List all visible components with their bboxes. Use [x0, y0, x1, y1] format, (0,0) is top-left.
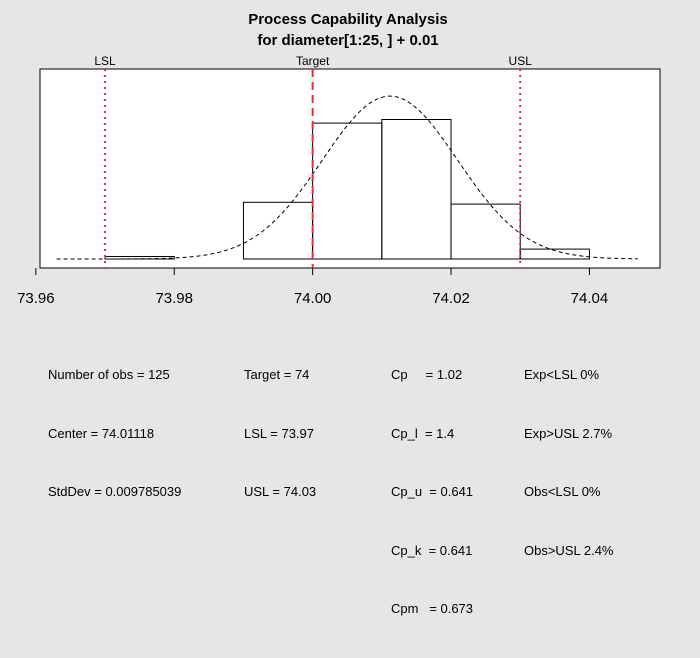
x-tick-label: 73.96 — [17, 290, 55, 307]
histogram-bar — [381, 119, 452, 260]
stat-cp-l: Cp_l = 1.4 — [391, 425, 455, 441]
stats-column-4: Exp<LSL 0% Exp>USL 2.7% Obs<LSL 0% Obs>U… — [524, 326, 613, 599]
stat-usl: USL = 74.03 — [244, 484, 317, 499]
capability-chart-figure: Process Capability Analysis for diameter… — [17, 11, 661, 616]
stat-exp-above-usl: Exp>USL 2.7% — [524, 425, 613, 441]
stat-center: Center = 74.01118 — [48, 425, 155, 441]
density-curve — [56, 95, 638, 260]
stat-cp-u: Cp_u = 0.641 — [391, 484, 474, 499]
stat-cp-k: Cp_k = 0.641 — [391, 542, 473, 558]
chart-subtitle: for diameter[1:25, ] + 0.01 — [257, 32, 438, 49]
chart-title: Process Capability Analysis — [248, 11, 448, 28]
stats-column-1: Number of obs = 125 Center = 74.01118 St… — [48, 326, 181, 541]
stat-cp: Cp = 1.02 — [391, 367, 463, 382]
stats-column-3: Cp = 1.02 Cp_l = 1.4 Cp_u = 0.641 Cp_k =… — [391, 326, 473, 658]
stat-exp-below-lsl: Exp<LSL 0% — [524, 367, 600, 382]
lsl-label: LSL — [94, 54, 116, 68]
target-label: Target — [296, 54, 330, 68]
x-tick-label: 74.00 — [294, 290, 332, 307]
stat-stddev: StdDev = 0.009785039 — [48, 484, 182, 499]
histogram-bar — [104, 255, 175, 260]
stat-cpm: Cpm = 0.673 — [391, 601, 474, 616]
stat-obs-below-lsl: Obs<LSL 0% — [524, 484, 601, 499]
x-tick-label: 74.04 — [571, 290, 609, 307]
plot-area — [39, 68, 661, 269]
x-tick-label: 73.98 — [155, 290, 193, 307]
capability-chart: Process Capability Analysis for diameter… — [17, 11, 661, 307]
stat-number-of-obs: Number of obs = 125 — [48, 367, 170, 382]
usl-label: USL — [509, 54, 533, 68]
stat-obs-above-usl: Obs>USL 2.4% — [524, 542, 614, 558]
x-tick-label: 74.02 — [432, 290, 470, 307]
stat-lsl: LSL = 73.97 — [244, 425, 314, 441]
stats-column-2: Target = 74 LSL = 73.97 USL = 74.03 — [244, 326, 316, 541]
histogram-bar — [519, 248, 590, 260]
stat-target: Target = 74 — [244, 367, 310, 382]
